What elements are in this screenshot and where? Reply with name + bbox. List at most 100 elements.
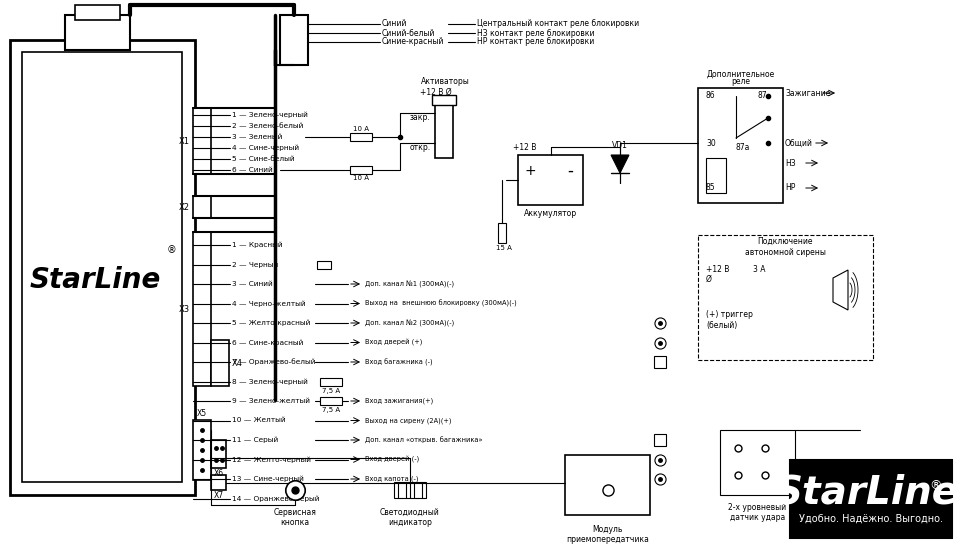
Text: Синие-красный: Синие-красный [382,37,444,47]
Text: Подключение
автономной сирены: Подключение автономной сирены [745,237,826,256]
Text: 6 — Синий: 6 — Синий [232,167,273,173]
Text: Вход багажника (-): Вход багажника (-) [365,358,433,366]
Text: 5 — Сине-белый: 5 — Сине-белый [232,156,295,162]
Text: X2: X2 [179,203,190,212]
Text: 1 — Зелено-черный: 1 — Зелено-черный [232,112,308,118]
Text: реле: реле [731,77,750,87]
Text: X3: X3 [179,305,190,313]
Text: 7,5 А: 7,5 А [322,387,340,393]
Text: 15 А: 15 А [496,245,512,251]
Bar [698,235,873,360]
Text: Вход капота (-): Вход капота (-) [365,476,419,482]
Bar [350,133,372,141]
Bar [65,15,130,50]
Text: Ø: Ø [706,275,712,283]
Text: Синий: Синий [382,20,407,28]
Text: 10 А: 10 А [353,126,369,132]
Text: 5 — Желто-красный: 5 — Желто-красный [232,319,310,326]
Text: 14 — Оранжево-серый: 14 — Оранжево-серый [232,495,320,502]
Text: Вход зажигания(+): Вход зажигания(+) [365,398,433,404]
Bar [317,260,331,269]
Bar [394,482,426,498]
Text: Удобно. Надёжно. Выгодно.: Удобно. Надёжно. Выгодно. [799,513,943,523]
Bar [193,420,211,480]
Bar [10,40,195,495]
Text: 1 — Красный: 1 — Красный [232,242,282,248]
Text: Доп. канал «открыв. багажника»: Доп. канал «открыв. багажника» [365,437,483,443]
Text: ®: ® [167,245,177,255]
Text: 9 — Зелено-желтый: 9 — Зелено-желтый [232,398,310,404]
Text: 11 — Серый: 11 — Серый [232,437,278,443]
Text: Активаторы: Активаторы [420,77,469,87]
Text: X7: X7 [213,490,224,499]
Text: Модуль
приемопередатчика: Модуль приемопередатчика [566,525,649,544]
Bar [706,158,726,193]
Text: 3 — Зеленый: 3 — Зеленый [232,134,282,140]
Text: -: - [567,162,573,180]
Text: Дополнительное: Дополнительное [707,70,775,78]
Text: 10 А: 10 А [353,175,369,181]
Text: StarLine: StarLine [30,266,160,294]
Text: 87: 87 [758,92,768,100]
Text: +12 В Ø: +12 В Ø [420,88,451,96]
Text: 12 — Желто-черный: 12 — Желто-черный [232,456,311,463]
Text: 4 — Черно-желтый: 4 — Черно-желтый [232,300,305,307]
Text: Вход дверей (+): Вход дверей (+) [365,339,422,346]
Text: +12 В: +12 В [706,265,730,275]
Text: 4 — Сине-черный: 4 — Сине-черный [232,145,300,151]
Text: Выход на сирену (2А)(+): Выход на сирену (2А)(+) [365,417,451,424]
Text: 2-х уровневый
датчик удара: 2-х уровневый датчик удара [729,503,786,522]
Text: 86: 86 [706,92,715,100]
Text: НЗ: НЗ [785,158,796,168]
Text: 7 — Оранжево-белый: 7 — Оранжево-белый [232,358,316,366]
Text: ®: ® [929,480,942,492]
Bar [518,155,583,205]
Text: X1: X1 [179,136,190,146]
Bar [320,378,342,385]
Bar [193,232,211,386]
Text: НР: НР [785,184,796,192]
Bar [432,95,456,105]
Text: НР контакт реле блокировки: НР контакт реле блокировки [477,37,594,47]
Text: Общий: Общий [785,139,813,147]
Text: +: + [524,164,536,178]
Text: Синий-белый: Синий-белый [382,28,436,37]
Text: Светодиодный
индикатор: Светодиодный индикатор [380,508,440,527]
Bar [211,440,226,468]
Text: 13 — Сине-черный: 13 — Сине-черный [232,476,304,482]
Bar [435,103,453,158]
Text: Сервисная
кнопка: Сервисная кнопка [274,508,317,527]
Text: 85: 85 [706,184,715,192]
Bar [211,340,229,386]
Text: (+) триггер
(белый): (+) триггер (белый) [706,310,753,330]
Bar [211,475,226,490]
Text: откр.: откр. [410,144,431,152]
Text: НЗ контакт реле блокировки: НЗ контакт реле блокировки [477,28,594,37]
Text: 10 — Желтый: 10 — Желтый [232,418,286,424]
Text: 7,5 А: 7,5 А [322,407,340,413]
Bar [193,108,211,174]
Bar [350,166,372,174]
Bar [698,88,783,203]
Bar [75,5,120,20]
Text: 8 — Зелено-черный: 8 — Зелено-черный [232,378,308,385]
Text: 2 — Зелено-белый: 2 — Зелено-белый [232,123,303,129]
Polygon shape [833,270,848,310]
Bar [193,196,211,218]
Text: 30: 30 [706,139,716,147]
Bar [790,460,952,538]
Text: +12 В: +12 В [513,142,537,151]
Text: 87a: 87a [736,144,751,152]
Text: Выход на  внешнюю блокировку (300мА)(-): Выход на внешнюю блокировку (300мА)(-) [365,300,516,307]
Polygon shape [611,155,629,173]
Text: Центральный контакт реле блокировки: Центральный контакт реле блокировки [477,20,639,28]
Text: закр.: закр. [410,113,431,123]
Text: 2 — Черный: 2 — Черный [232,261,278,268]
Text: Вход дверей (-): Вход дверей (-) [365,456,420,463]
Bar [320,397,342,405]
Text: 3 — Синий: 3 — Синий [232,281,273,287]
Text: 3 А: 3 А [753,265,765,275]
Bar [22,52,182,482]
Bar [498,223,506,243]
Text: Доп. канал №1 (300мА)(-): Доп. канал №1 (300мА)(-) [365,281,454,288]
